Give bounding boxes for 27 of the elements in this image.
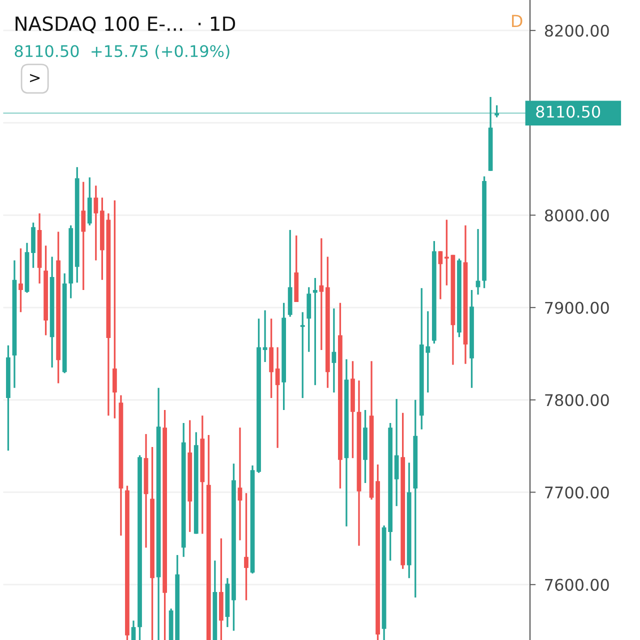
- y-tick-label: 8000.00: [544, 209, 609, 222]
- candlestick: [18, 248, 23, 313]
- y-tick-label: 7900.00: [545, 302, 609, 314]
- candlestick: [319, 237, 324, 351]
- y-tick-label: 7800.00: [545, 394, 609, 406]
- candlestick: [275, 346, 280, 449]
- candlestick: [262, 309, 268, 363]
- y-tick-label: 7700.00: [545, 486, 609, 499]
- candlestick: [238, 426, 242, 542]
- text: D: [512, 14, 522, 27]
- candlestick: [312, 277, 318, 386]
- ref-line-label: 8110.50: [536, 106, 600, 118]
- text: NASDAQ 100 E-... · 1D: [16, 16, 236, 34]
- candlestick: [300, 311, 305, 399]
- candlestick: [131, 620, 136, 640]
- y-tick-label: 8200.00: [544, 24, 609, 37]
- text: 8110.50 +15.75 (+0.19%): [14, 44, 230, 60]
- candlestick: [112, 200, 117, 420]
- candlestick: [438, 250, 443, 300]
- candlestick: [494, 104, 499, 118]
- candlestick: [81, 181, 86, 291]
- candlestick: [94, 184, 98, 262]
- candlestick: [244, 492, 248, 602]
- y-tick-label: 7600.00: [545, 578, 609, 591]
- annotation: >: [30, 74, 40, 82]
- candlestick: [332, 308, 336, 394]
- candlestick: [444, 218, 449, 286]
